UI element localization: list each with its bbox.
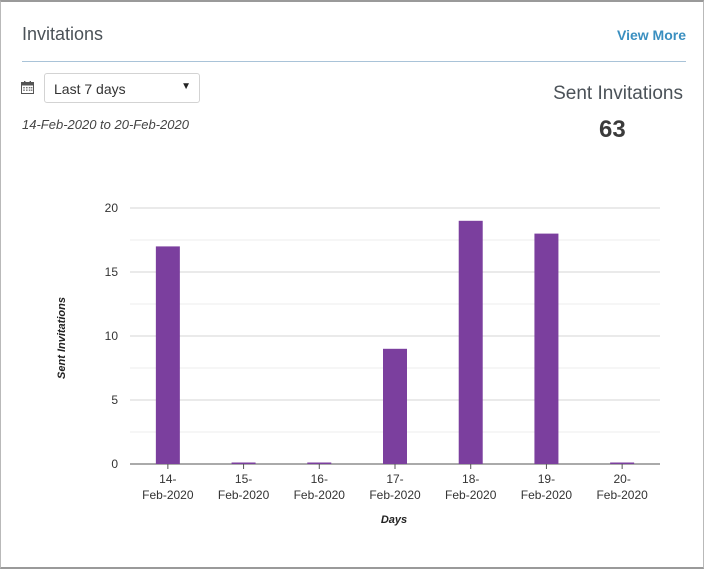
x-tick-label: 17-Feb-2020	[369, 472, 421, 502]
bar	[534, 233, 559, 464]
card-header: Invitations View More	[22, 22, 686, 62]
y-tick-label: 5	[111, 393, 118, 407]
bar	[383, 348, 407, 464]
date-range-text: 14-Feb-2020 to 20-Feb-2020	[22, 117, 189, 132]
bar	[155, 246, 180, 464]
x-axis-title: Days	[381, 514, 407, 526]
x-tick-label: 19-Feb-2020	[521, 472, 573, 502]
y-tick-label: 10	[105, 329, 119, 343]
bar	[458, 220, 483, 464]
x-tick-label: 16-Feb-2020	[294, 472, 346, 502]
invitations-bar-chart: 0 5 10 15 20 14-Feb-2020 15-Feb-2020 16-Feb-202…	[56, 201, 660, 526]
x-tick-label: 18-Feb-2020	[445, 472, 497, 502]
card-title: Invitations	[22, 24, 104, 44]
bar	[307, 462, 332, 464]
sent-invitations-label: Sent Invitations	[553, 83, 683, 104]
y-tick-label: 15	[105, 265, 119, 279]
y-axis-title: Sent Invitations	[56, 297, 68, 379]
x-tick-label: 15-Feb-2020	[218, 472, 270, 502]
view-more-link[interactable]: View More	[617, 27, 686, 43]
y-tick-label: 20	[105, 201, 119, 215]
x-tick-label: 20-Feb-2020	[596, 472, 648, 502]
x-tick-label: 14-Feb-2020	[142, 472, 194, 502]
date-range-select[interactable]: Last 7 days ▼	[44, 73, 200, 103]
y-tick-label: 0	[111, 457, 118, 471]
date-range-select-value: Last 7 days	[54, 81, 126, 97]
sent-invitations-count: 63	[599, 116, 626, 143]
calendar-icon[interactable]	[21, 81, 34, 94]
bar	[231, 462, 256, 464]
chevron-down-icon: ▼	[181, 81, 191, 92]
bar	[610, 462, 635, 464]
